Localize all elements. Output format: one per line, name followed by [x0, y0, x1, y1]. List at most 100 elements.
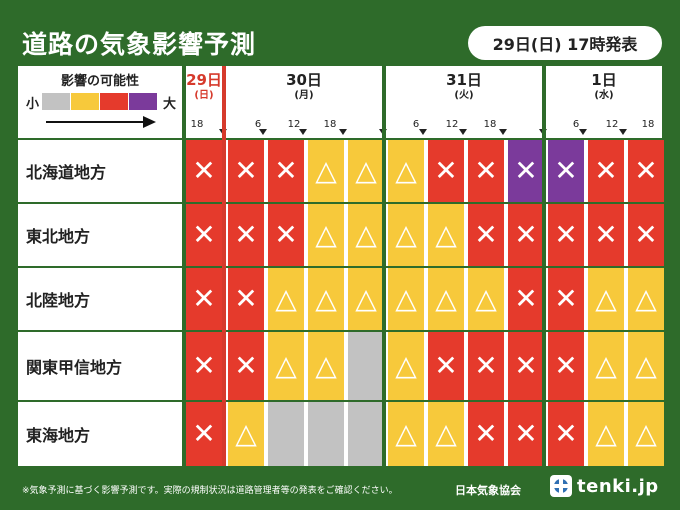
- forecast-cell-yellow: △: [268, 332, 304, 400]
- footnote: ※気象予測に基づく影響予測です。実際の規制状況は道路管理者等の発表をご確認くださ…: [22, 486, 398, 496]
- issued-time-badge: 29日(日) 17時発表: [468, 26, 662, 60]
- legend-large-label: 大: [163, 97, 177, 112]
- forecast-cell-yellow: △: [588, 268, 624, 330]
- forecast-cell-red: ✕: [228, 332, 264, 400]
- legend-swatch-yellow: [71, 93, 99, 110]
- forecast-cell-red: ✕: [468, 140, 504, 202]
- hour-label: 12: [605, 119, 619, 130]
- row-divider: [18, 400, 662, 402]
- row-divider: [18, 202, 662, 204]
- hour-label: 18: [641, 119, 655, 130]
- day-header-1: 1日 (水): [591, 71, 617, 102]
- day-header-29: 29日 (日): [186, 71, 222, 102]
- current-time-line: [222, 66, 226, 466]
- forecast-cell-yellow: △: [428, 402, 464, 466]
- region-label: 東海地方: [26, 426, 91, 445]
- forecast-cell-red: ✕: [628, 204, 664, 266]
- forecast-cell-yellow: △: [428, 204, 464, 266]
- hour-label: 12: [287, 119, 301, 130]
- forecast-cell-yellow: △: [588, 332, 624, 400]
- forecast-cell-red: ✕: [468, 402, 504, 466]
- forecast-cell-yellow: △: [228, 402, 264, 466]
- forecast-cell-gray: [348, 402, 384, 466]
- forecast-cell-purple: ✕: [548, 140, 584, 202]
- brand-name: tenki.jp: [577, 475, 659, 497]
- forecast-cell-red: ✕: [508, 204, 544, 266]
- arrow-right-icon: [46, 116, 156, 128]
- day-header-30: 30日 (月): [286, 71, 322, 102]
- forecast-cell-red: ✕: [508, 402, 544, 466]
- forecast-cell-yellow: △: [388, 140, 424, 202]
- forecast-cell-red: ✕: [268, 204, 304, 266]
- forecast-cell-red: ✕: [268, 140, 304, 202]
- forecast-cell-red: ✕: [548, 332, 584, 400]
- forecast-cell-yellow: △: [308, 204, 344, 266]
- forecast-cell-red: ✕: [186, 268, 222, 330]
- brand-logo: tenki.jp: [550, 475, 659, 497]
- time-marker-icon: [419, 129, 427, 135]
- time-marker-icon: [259, 129, 267, 135]
- forecast-cell-yellow: △: [388, 204, 424, 266]
- hour-label: 6: [254, 119, 262, 130]
- tenki-logo-icon: [550, 475, 572, 497]
- forecast-cell-red: ✕: [228, 140, 264, 202]
- forecast-cell-red: ✕: [186, 402, 222, 466]
- legend-swatch-gray: [42, 93, 70, 110]
- hour-label: 18: [323, 119, 337, 130]
- region-label: 東北地方: [26, 227, 91, 246]
- forecast-cell-red: ✕: [548, 402, 584, 466]
- forecast-cell-yellow: △: [628, 268, 664, 330]
- forecast-cell-red: ✕: [548, 268, 584, 330]
- forecast-cell-yellow: △: [268, 268, 304, 330]
- hour-label: 12: [445, 119, 459, 130]
- hour-label: 6: [572, 119, 580, 130]
- row-divider: [18, 330, 662, 332]
- time-marker-icon: [339, 129, 347, 135]
- forecast-cell-red: ✕: [548, 204, 584, 266]
- forecast-cell-red: ✕: [186, 204, 222, 266]
- time-marker-icon: [619, 129, 627, 135]
- forecast-cell-yellow: △: [308, 332, 344, 400]
- legend-title: 影響の可能性: [60, 74, 139, 89]
- forecast-cell-yellow: △: [468, 268, 504, 330]
- day-header-31: 31日 (火): [446, 71, 482, 102]
- forecast-cell-gray: [268, 402, 304, 466]
- column-divider: [182, 66, 186, 466]
- row-divider: [18, 266, 662, 268]
- forecast-cell-red: ✕: [628, 140, 664, 202]
- forecast-cell-yellow: △: [628, 402, 664, 466]
- column-divider: [542, 66, 546, 466]
- forecast-cell-red: ✕: [588, 140, 624, 202]
- forecast-cell-red: ✕: [428, 332, 464, 400]
- forecast-cell-yellow: △: [388, 402, 424, 466]
- forecast-cell-yellow: △: [348, 268, 384, 330]
- forecast-cell-red: ✕: [228, 268, 264, 330]
- region-label: 北海道地方: [26, 163, 107, 182]
- forecast-cell-purple: ✕: [508, 140, 544, 202]
- region-label: 関東甲信地方: [26, 358, 123, 377]
- forecast-cell-red: ✕: [186, 332, 222, 400]
- time-marker-icon: [579, 129, 587, 135]
- forecast-cell-yellow: △: [388, 268, 424, 330]
- forecast-cell-red: ✕: [588, 204, 624, 266]
- region-label: 北陸地方: [26, 291, 91, 310]
- forecast-cell-yellow: △: [388, 332, 424, 400]
- forecast-cell-red: ✕: [468, 332, 504, 400]
- organization-name: 日本気象協会: [455, 484, 521, 497]
- forecast-cell-yellow: △: [428, 268, 464, 330]
- forecast-cell-red: ✕: [428, 140, 464, 202]
- legend-small-label: 小: [26, 97, 40, 112]
- forecast-cell-yellow: △: [308, 140, 344, 202]
- forecast-cell-yellow: △: [348, 204, 384, 266]
- forecast-cell-red: ✕: [508, 332, 544, 400]
- page-title: 道路の気象影響予測: [22, 30, 257, 59]
- forecast-cell-red: ✕: [508, 268, 544, 330]
- column-divider: [382, 66, 386, 466]
- forecast-cell-yellow: △: [588, 402, 624, 466]
- forecast-cell-yellow: △: [348, 140, 384, 202]
- forecast-cell-red: ✕: [228, 204, 264, 266]
- hour-label: 18: [190, 119, 204, 130]
- hour-label: 18: [483, 119, 497, 130]
- header-divider: [18, 138, 662, 140]
